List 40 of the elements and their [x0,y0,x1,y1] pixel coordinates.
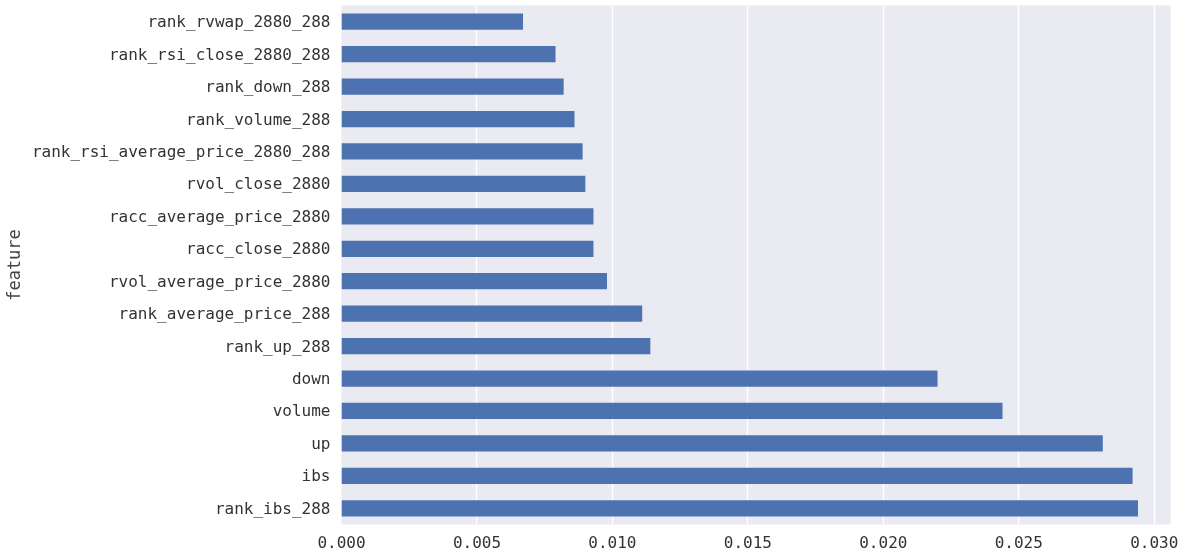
y-tick-label: rvol_average_price_2880 [108,271,331,291]
y-tick-label: rank_down_288 [205,77,331,97]
bar [341,78,564,95]
x-tick-label: 0.010 [588,532,637,552]
x-tick-label: 0.020 [859,532,908,552]
bar [341,143,583,160]
y-tick-label: racc_average_price_2880 [108,206,331,226]
x-tick-label: 0.030 [1130,532,1179,552]
x-tick-label: 0.000 [317,532,366,552]
x-tick-label: 0.015 [723,532,772,552]
bar [341,337,651,355]
bar [341,402,1003,420]
y-tick-label: rank_rsi_average_price_2880_288 [31,141,331,161]
bar [341,240,594,257]
bar [341,305,643,322]
y-tick-label: up [311,433,331,453]
y-tick-label: down [291,369,331,389]
bar [341,435,1103,452]
bar [341,46,556,63]
y-tick-label: ibs [301,466,331,486]
x-tick-label: 0.005 [452,532,502,552]
bar [341,110,575,128]
y-tick-label: rvol_close_2880 [186,174,331,194]
y-tick-label: racc_close_2880 [186,239,331,259]
y-tick-label: rank_average_price_288 [118,304,331,324]
y-tick-label: rank_volume_288 [186,109,331,129]
bar [341,175,586,193]
y-tick-label: rank_rsi_close_2880_288 [108,44,331,64]
y-axis-title: feature [3,229,24,301]
y-tick-label: rank_rvwap_2880_288 [147,12,331,32]
bar [341,273,607,290]
y-tick-label: rank_up_288 [224,336,331,356]
y-tick-label: volume [272,401,331,421]
bar [341,500,1138,517]
bar [341,208,594,225]
y-tick-label: rank_ibs_288 [214,498,331,518]
x-tick-label: 0.025 [994,532,1043,552]
bar [341,13,524,30]
bar [341,467,1133,484]
bar [341,370,938,387]
